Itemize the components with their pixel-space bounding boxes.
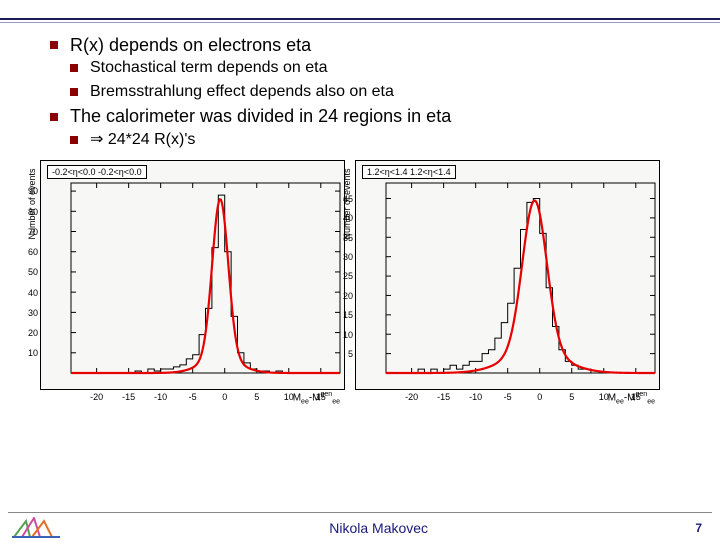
plot-title-box: 1.2<η<1.4 1.2<η<1.4 — [362, 165, 456, 179]
plot-title-box: -0.2<η<0.0 -0.2<η<0.0 — [47, 165, 147, 179]
y-tick-label: 40 — [23, 288, 38, 298]
y-tick-label: 70 — [23, 227, 38, 237]
bullet-text: Stochastical term depends on eta — [90, 59, 327, 76]
top-rule-light — [0, 22, 720, 23]
histogram-left: -0.2<η<0.0 -0.2<η<0.0Number of eventsMee… — [40, 160, 345, 390]
bullet-text: Bremsstrahlung effect depends also on et… — [90, 83, 394, 100]
histogram-right: 1.2<η<1.4 1.2<η<1.4Number of eventsMee-M… — [355, 160, 660, 390]
plots-row: -0.2<η<0.0 -0.2<η<0.0Number of eventsMee… — [0, 152, 720, 390]
title-bar — [0, 18, 720, 23]
x-tick-label: 10 — [284, 392, 294, 402]
x-tick-label: -5 — [189, 392, 197, 402]
y-tick-label: 30 — [23, 308, 38, 318]
y-tick-label: 10 — [23, 348, 38, 358]
y-tick-label: 45 — [338, 194, 353, 204]
footer-page-number: 7 — [695, 521, 708, 535]
x-tick-label: -20 — [90, 392, 103, 402]
x-tick-label: -15 — [122, 392, 135, 402]
x-tick-label: 10 — [599, 392, 609, 402]
y-tick-label: 10 — [338, 330, 353, 340]
y-tick-label: 30 — [338, 252, 353, 262]
bullet-rx-depends: R(x) depends on electrons eta Stochastic… — [50, 33, 710, 102]
bullet-text: ⇒ 24*24 R(x)'s — [90, 131, 195, 148]
x-tick-label: 15 — [631, 392, 641, 402]
bullet-text: The calorimeter was divided in 24 region… — [70, 106, 451, 126]
y-tick-label: 60 — [23, 247, 38, 257]
bullet-24x24: ⇒ 24*24 R(x)'s — [70, 129, 710, 151]
y-tick-label: 90 — [23, 186, 38, 196]
y-tick-label: 25 — [338, 271, 353, 281]
x-tick-label: -20 — [405, 392, 418, 402]
bullet-brems: Bremsstrahlung effect depends also on et… — [70, 81, 710, 103]
y-tick-label: 80 — [23, 207, 38, 217]
bullet-calorimeter: The calorimeter was divided in 24 region… — [50, 104, 710, 150]
y-tick-label: 40 — [338, 213, 353, 223]
slide-footer: Nikola Makovec 7 — [0, 512, 720, 558]
footer-rule — [8, 512, 712, 513]
x-tick-label: 0 — [222, 392, 227, 402]
x-tick-label: 15 — [316, 392, 326, 402]
x-tick-label: 0 — [537, 392, 542, 402]
y-tick-label: 5 — [338, 349, 353, 359]
x-tick-label: -5 — [504, 392, 512, 402]
x-tick-label: -10 — [154, 392, 167, 402]
y-axis-label: Number of events — [342, 169, 352, 240]
bullet-text: R(x) depends on electrons eta — [70, 35, 311, 55]
top-rule-heavy — [0, 18, 720, 20]
y-tick-label: 15 — [338, 310, 353, 320]
x-tick-label: -10 — [469, 392, 482, 402]
y-tick-label: 20 — [23, 328, 38, 338]
footer-author: Nikola Makovec — [62, 520, 695, 536]
bullet-stochastical: Stochastical term depends on eta — [70, 57, 710, 79]
y-tick-label: 50 — [23, 267, 38, 277]
y-tick-label: 35 — [338, 233, 353, 243]
lab-logo — [12, 517, 62, 539]
y-tick-label: 20 — [338, 291, 353, 301]
x-tick-label: 5 — [569, 392, 574, 402]
x-tick-label: 5 — [254, 392, 259, 402]
x-tick-label: -15 — [437, 392, 450, 402]
slide-body: R(x) depends on electrons eta Stochastic… — [0, 33, 720, 150]
